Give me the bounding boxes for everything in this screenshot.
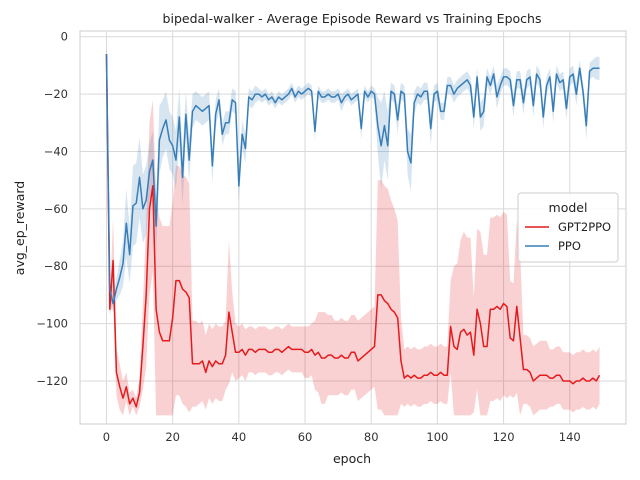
y-tick-label: −120 — [36, 374, 68, 388]
series-line-ppo — [105, 53, 600, 305]
series-lines — [105, 53, 601, 408]
legend-title: model — [549, 200, 588, 215]
legend: model GPT2PPO PPO — [517, 192, 619, 263]
y-tick-label: −100 — [36, 317, 68, 331]
x-tick-label: 40 — [232, 430, 247, 444]
y-tick-label: −60 — [44, 202, 68, 216]
y-tick-label: 0 — [61, 30, 68, 44]
grid — [80, 31, 626, 424]
chart-title: bipedal-walker - Average Episode Reward … — [163, 11, 542, 26]
legend-label-gpt2ppo: GPT2PPO — [558, 220, 611, 234]
legend-box — [517, 192, 619, 263]
x-tick-label: 20 — [165, 430, 180, 444]
x-tick-label: 100 — [426, 430, 448, 444]
x-tick-label: 80 — [364, 430, 379, 444]
series-line-gpt2ppo — [105, 53, 601, 408]
y-axis-label: avg_ep_reward — [12, 181, 27, 275]
y-tick-label: −80 — [44, 259, 68, 273]
y-axis-ticks: 0 −20 −40 −60 −80 −100 −120 — [36, 30, 68, 388]
y-tick-label: −40 — [44, 144, 68, 158]
legend-label-ppo: PPO — [558, 239, 581, 253]
x-tick-label: 60 — [298, 430, 313, 444]
y-tick-label: −20 — [44, 87, 68, 101]
x-axis-label: epoch — [333, 451, 371, 466]
x-tick-label: 0 — [103, 430, 110, 444]
x-axis-ticks: 0 20 40 60 80 100 120 140 — [103, 430, 581, 444]
x-tick-label: 120 — [493, 430, 515, 444]
x-tick-label: 140 — [559, 430, 581, 444]
